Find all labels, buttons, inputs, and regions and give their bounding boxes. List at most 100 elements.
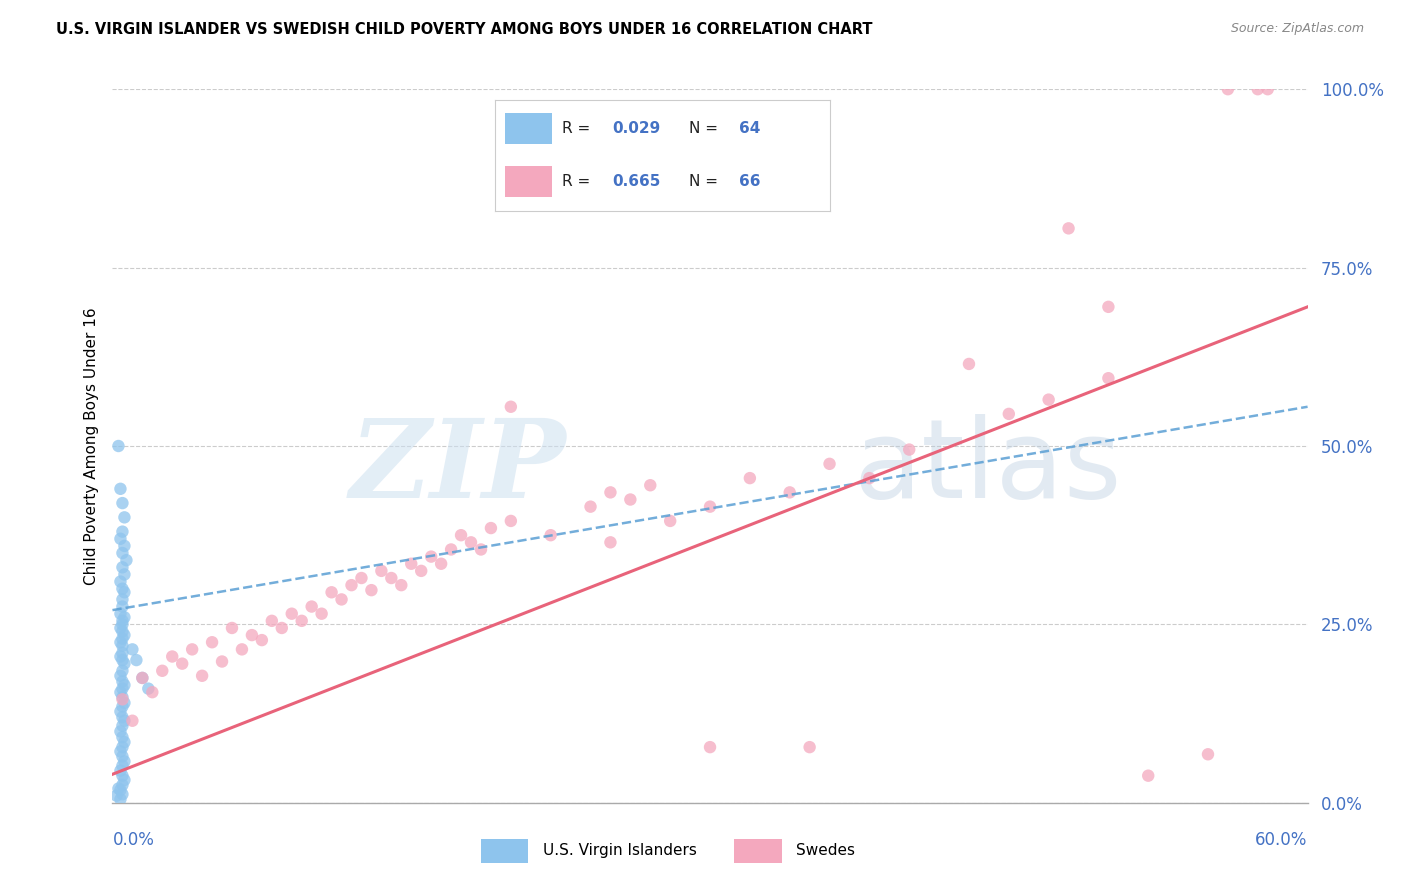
Point — [499, 400, 522, 414]
Point — [111, 617, 134, 632]
Point — [111, 614, 134, 628]
Point — [898, 442, 921, 457]
Point — [121, 642, 143, 657]
Text: ZIP: ZIP — [350, 414, 567, 521]
Point — [111, 524, 134, 539]
Point — [110, 669, 132, 683]
Point — [250, 633, 273, 648]
Point — [1247, 82, 1270, 96]
Point — [111, 639, 134, 653]
Point — [470, 542, 492, 557]
Point — [111, 674, 134, 689]
Point — [162, 649, 183, 664]
Point — [110, 783, 132, 797]
Point — [110, 792, 132, 806]
Point — [240, 628, 263, 642]
Point — [699, 740, 721, 755]
Point — [957, 357, 980, 371]
Point — [111, 624, 134, 639]
Point — [111, 719, 134, 733]
Point — [638, 478, 662, 492]
Point — [111, 560, 134, 574]
Point — [420, 549, 443, 564]
Point — [111, 599, 134, 614]
Point — [114, 610, 135, 624]
Point — [114, 772, 135, 787]
Point — [110, 532, 132, 546]
Text: U.S. VIRGIN ISLANDER VS SWEDISH CHILD POVERTY AMONG BOYS UNDER 16 CORRELATION CH: U.S. VIRGIN ISLANDER VS SWEDISH CHILD PO… — [56, 22, 873, 37]
Point — [114, 696, 135, 710]
Point — [1057, 221, 1080, 235]
Point — [125, 653, 148, 667]
Point — [270, 621, 292, 635]
Point — [1257, 82, 1279, 96]
Point — [121, 714, 143, 728]
Point — [131, 671, 153, 685]
Point — [380, 571, 402, 585]
Point — [330, 592, 353, 607]
Point — [111, 699, 134, 714]
Point — [111, 546, 134, 560]
Point — [111, 496, 134, 510]
Point — [111, 730, 134, 744]
Point — [111, 632, 134, 646]
Point — [114, 510, 135, 524]
Point — [311, 607, 333, 621]
Point — [115, 553, 138, 567]
Point — [110, 685, 132, 699]
Point — [599, 535, 621, 549]
Point — [138, 681, 160, 696]
Point — [110, 649, 132, 664]
Point — [659, 514, 682, 528]
Point — [389, 578, 412, 592]
Point — [540, 528, 562, 542]
Point — [114, 567, 135, 582]
Point — [110, 705, 132, 719]
Point — [110, 724, 132, 739]
Point — [291, 614, 314, 628]
Point — [114, 539, 135, 553]
Point — [858, 471, 880, 485]
Point — [114, 755, 135, 769]
Point — [111, 692, 134, 706]
Y-axis label: Child Poverty Among Boys Under 16: Child Poverty Among Boys Under 16 — [83, 307, 98, 585]
Point — [191, 669, 214, 683]
Point — [110, 607, 132, 621]
Point — [110, 635, 132, 649]
Point — [1137, 769, 1160, 783]
Point — [579, 500, 602, 514]
Point — [411, 564, 433, 578]
Point — [479, 521, 502, 535]
Point — [110, 574, 132, 589]
Point — [460, 535, 482, 549]
Point — [350, 571, 373, 585]
Point — [131, 671, 153, 685]
Point — [114, 678, 135, 692]
Point — [1038, 392, 1060, 407]
Point — [111, 653, 134, 667]
Point — [360, 583, 382, 598]
Point — [111, 787, 134, 801]
Point — [111, 769, 134, 783]
Point — [301, 599, 323, 614]
Text: Source: ZipAtlas.com: Source: ZipAtlas.com — [1230, 22, 1364, 36]
Point — [370, 564, 392, 578]
Point — [181, 642, 204, 657]
Point — [111, 646, 134, 660]
Point — [111, 758, 134, 772]
Point — [105, 789, 128, 803]
Point — [699, 500, 721, 514]
Point — [107, 781, 129, 796]
Point — [450, 528, 472, 542]
Point — [401, 557, 423, 571]
Text: 0.0%: 0.0% — [112, 831, 155, 849]
Point — [110, 744, 132, 758]
Point — [172, 657, 194, 671]
Point — [799, 740, 821, 755]
Point — [111, 690, 134, 705]
Point — [111, 740, 134, 755]
Point — [114, 585, 135, 599]
Point — [738, 471, 761, 485]
Point — [231, 642, 253, 657]
Point — [150, 664, 173, 678]
